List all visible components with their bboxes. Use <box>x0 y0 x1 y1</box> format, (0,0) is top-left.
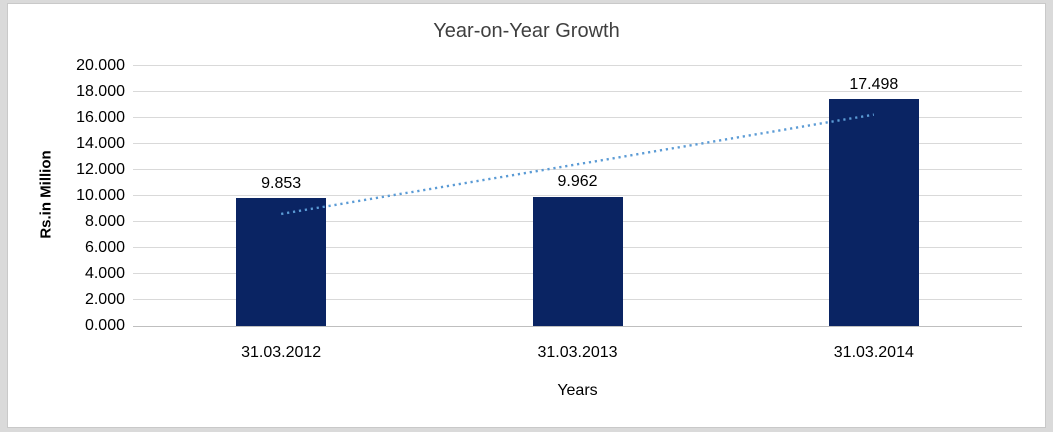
bar-value-label: 9.962 <box>557 173 598 191</box>
gridline <box>133 169 1022 170</box>
gridline <box>133 195 1022 196</box>
bar <box>532 196 623 326</box>
y-tick-label: 18.000 <box>76 83 125 100</box>
y-axis-title-text: Rs.in Million <box>37 149 55 239</box>
y-tick-label: 8.000 <box>84 213 125 230</box>
y-tick-label: 16.000 <box>76 109 125 126</box>
y-tick-label: 12.000 <box>76 161 125 178</box>
gridline <box>133 143 1022 144</box>
bar-value-label: 9.853 <box>261 174 302 192</box>
x-tick-label: 31.03.2013 <box>537 344 618 361</box>
y-tick-label: 4.000 <box>84 265 125 282</box>
plot-area: 0.000 2.000 4.000 6.000 8.000 10.000 12.000 14.… <box>76 57 1022 399</box>
bar <box>828 98 919 326</box>
x-axis-line <box>133 326 1022 327</box>
y-tick-label: 2.000 <box>84 291 125 308</box>
gridline <box>133 117 1022 118</box>
gridline <box>133 65 1022 66</box>
y-tick-label: 10.000 <box>76 187 125 204</box>
y-tick-label: 20.000 <box>76 57 125 74</box>
x-tick-label: 31.03.2012 <box>241 344 322 361</box>
gridline <box>133 91 1022 92</box>
x-tick-label: 31.03.2014 <box>833 344 914 361</box>
y-tick-label: 0.000 <box>84 317 125 334</box>
y-tick-label: 6.000 <box>84 239 125 256</box>
bar-value-label: 17.498 <box>849 75 899 93</box>
trendline <box>280 113 875 216</box>
bar <box>236 197 327 326</box>
y-tick-label: 14.000 <box>76 135 125 152</box>
chart-title: Year-on-Year Growth <box>433 20 620 42</box>
x-axis-title: Years <box>557 382 598 399</box>
